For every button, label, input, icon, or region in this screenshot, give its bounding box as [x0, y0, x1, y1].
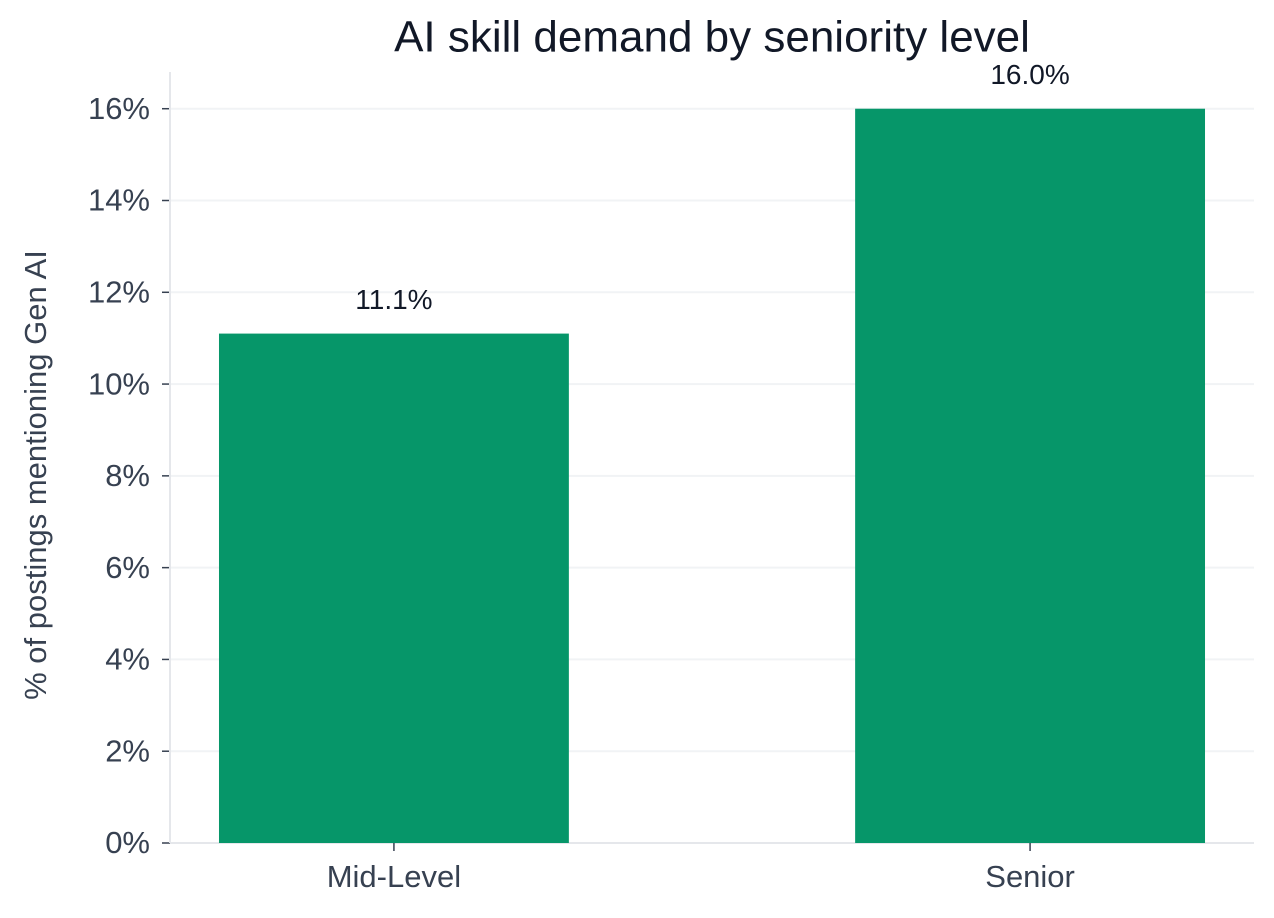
value-label: 16.0% — [990, 59, 1069, 90]
y-tick-label: 4% — [105, 642, 150, 677]
bar — [855, 108, 1206, 843]
y-tick-label: 2% — [105, 733, 150, 768]
y-tick-label: 16% — [88, 91, 150, 126]
chart-title: AI skill demand by seniority level — [394, 13, 1030, 62]
y-tick-label: 14% — [88, 183, 150, 218]
y-tick-label: 8% — [105, 458, 150, 493]
value-label: 11.1% — [355, 284, 432, 315]
bar — [218, 333, 569, 843]
x-tick-label: Mid-Level — [327, 859, 461, 894]
y-tick-label: 6% — [105, 550, 150, 585]
y-axis-label: % of postings mentioning Gen AI — [18, 250, 53, 700]
x-tick-label: Senior — [985, 859, 1075, 894]
y-tick-label: 0% — [105, 825, 150, 860]
y-tick-label: 12% — [88, 274, 150, 309]
y-tick-label: 10% — [88, 366, 150, 401]
